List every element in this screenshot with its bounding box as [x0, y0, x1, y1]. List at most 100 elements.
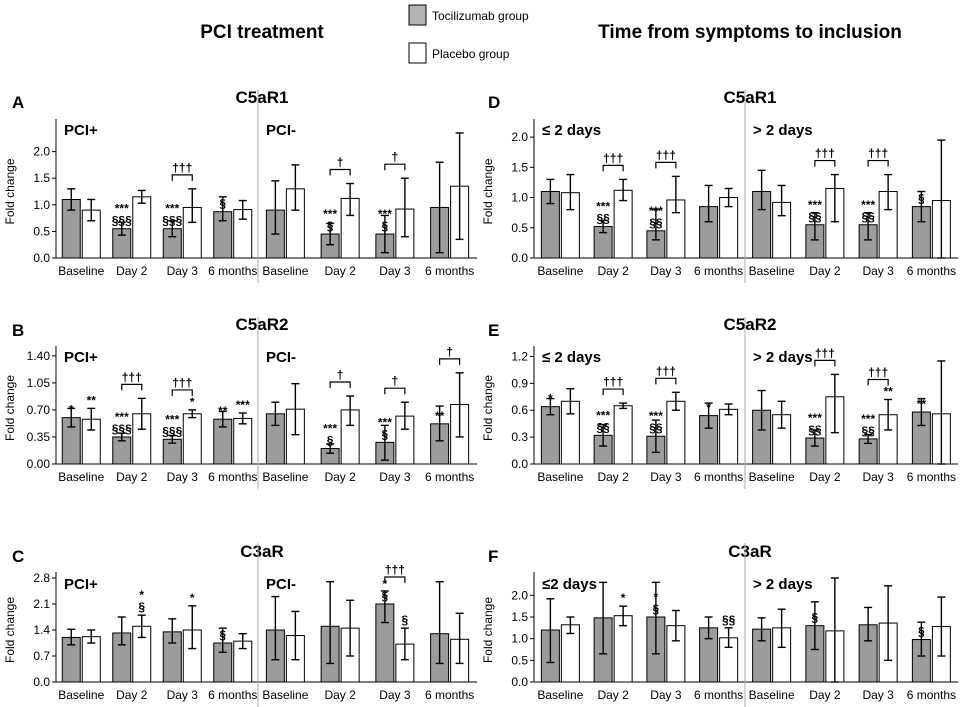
chart-a-ytick-label: 2.0	[33, 145, 50, 159]
chart-a-panel-label: PCI-	[266, 122, 296, 139]
category-label: Day 3	[862, 470, 894, 484]
category-label: Day 3	[167, 470, 199, 484]
category-label: 6 months	[425, 470, 474, 484]
chart-a-ytick-label: 0.0	[33, 251, 50, 265]
significance-annotation: §	[327, 434, 334, 448]
significance-annotation: §§§	[162, 214, 182, 228]
significance-annotation: *	[621, 591, 626, 605]
bracket-label: †††	[815, 147, 835, 161]
chart-c-panel-label: PCI-	[266, 576, 296, 593]
significance-annotation: *	[654, 590, 659, 604]
chart-c-ytick-label: 2.1	[33, 597, 50, 611]
bracket-label: †††	[172, 161, 192, 175]
header-pci-treatment: PCI treatment	[200, 22, 324, 43]
category-label: 6 months	[907, 688, 956, 702]
category-label: Day 2	[809, 264, 841, 278]
bracket-label: †	[392, 374, 399, 388]
comparison-bracket	[171, 174, 193, 181]
significance-annotation: §	[918, 625, 925, 639]
significance-annotation: §§	[649, 421, 663, 435]
category-label: Day 2	[324, 264, 356, 278]
chart-b-ytick-label: 0.00	[27, 457, 51, 471]
category-label: Baseline	[537, 470, 583, 484]
category-label: Day 3	[650, 264, 682, 278]
bracket-label: †††	[385, 563, 405, 577]
bracket-label: †	[392, 150, 399, 164]
category-label: Day 2	[597, 264, 629, 278]
bracket-label: †††	[656, 364, 676, 378]
category-label: Baseline	[749, 470, 795, 484]
significance-annotation: *	[190, 591, 195, 605]
bracket-label: †††	[122, 370, 142, 384]
bar-placebo-6-months	[719, 408, 739, 465]
significance-annotation: §§	[808, 210, 822, 224]
category-label: Day 3	[167, 688, 199, 702]
significance-annotation: ***	[861, 198, 875, 212]
chart-f-panel-label: > 2 days	[753, 576, 813, 593]
chart-b-ytick-label: 0.70	[27, 403, 51, 417]
bar-placebo-day-2	[132, 196, 152, 259]
category-label: 6 months	[694, 264, 743, 278]
comparison-bracket	[655, 161, 677, 169]
chart-a-title: C5aR1	[236, 88, 289, 107]
comparison-bracket	[384, 163, 406, 171]
significance-annotation: §§	[808, 423, 822, 437]
chart-d-ytick-label: 2.0	[511, 130, 528, 144]
category-label: 6 months	[208, 470, 257, 484]
significance-annotation: §§	[722, 613, 736, 627]
significance-annotation: §§	[596, 212, 610, 226]
significance-annotation: ***	[649, 409, 663, 423]
category-label: Day 3	[650, 688, 682, 702]
category-label: Baseline	[749, 688, 795, 702]
chart-f-ytick-label: 0.0	[511, 675, 528, 689]
chart-e-ytick-label: 0.0	[511, 457, 528, 471]
chart-e-ytick-label: 1.2	[511, 349, 528, 363]
significance-annotation: §	[219, 628, 226, 642]
chart-a-ytick-label: 0.5	[33, 224, 50, 238]
category-label: Baseline	[58, 470, 104, 484]
category-label: Day 3	[862, 264, 894, 278]
comparison-bracket	[814, 159, 836, 167]
significance-annotation: §	[918, 192, 925, 206]
comparison-bracket	[384, 576, 406, 583]
significance-annotation: §	[382, 219, 389, 233]
chart-c-ytick-label: 2.8	[33, 571, 50, 585]
significance-annotation: §	[219, 197, 226, 211]
chart-d-panel-label: ≤ 2 days	[542, 122, 601, 139]
significance-annotation: §	[382, 427, 389, 441]
chart-b-ytick-label: 1.40	[27, 349, 51, 363]
chart-d: D C5aR1 Fold change 0.0 0.5 1.0 1.5 2.0 ≤ 2 days…	[481, 88, 958, 283]
comparison-bracket	[329, 381, 351, 389]
legend-label-tocilizumab: Tocilizumab group	[432, 9, 529, 23]
chart-c-title: C3aR	[240, 542, 283, 561]
significance-annotation: §	[138, 600, 145, 614]
bracket-label: †	[337, 368, 344, 382]
category-label: Day 2	[116, 470, 148, 484]
category-label: Day 2	[116, 688, 148, 702]
comparison-bracket	[121, 383, 143, 391]
chart-e-letter: E	[488, 321, 499, 340]
chart-d-letter: D	[488, 93, 500, 112]
category-label: Day 2	[597, 470, 629, 484]
significance-annotation: **	[917, 397, 927, 411]
significance-annotation: **	[883, 384, 893, 398]
significance-annotation: *	[190, 395, 195, 409]
comparison-bracket	[329, 168, 351, 176]
significance-annotation: ***	[649, 204, 663, 218]
chart-b-panel-label: PCI+	[64, 349, 98, 366]
chart-f: F C3aR Fold change 0.0 0.5 1.0 1.5 2.0 ≤2 days Ba…	[481, 542, 958, 707]
chart-b-title: C5aR2	[236, 315, 289, 334]
significance-annotation: §	[402, 613, 409, 627]
chart-e-panel-label: > 2 days	[753, 349, 813, 366]
significance-annotation: §§	[861, 424, 875, 438]
chart-a: A C5aR1 Fold change 0.0 0.5 1.0 1.5 2.0 PCI+ Base…	[3, 88, 477, 283]
bracket-label: †††	[172, 376, 192, 390]
significance-annotation: ***	[115, 410, 129, 424]
